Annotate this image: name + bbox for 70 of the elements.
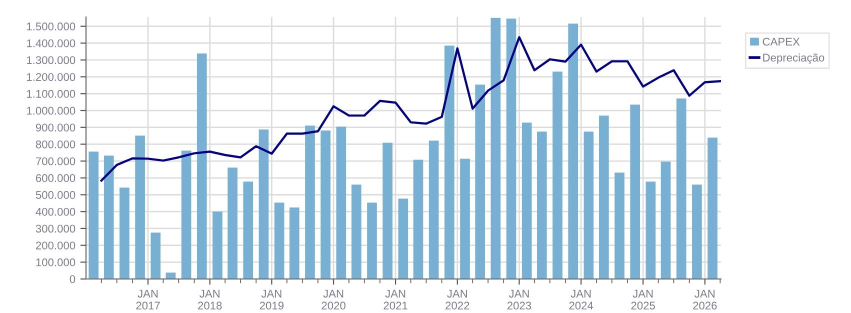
line-series — [100, 36, 721, 182]
bar — [475, 84, 485, 279]
bar — [614, 172, 624, 279]
bar — [336, 126, 346, 279]
x-tick-label: JAN 2023 — [507, 290, 532, 310]
x-tick-label: JAN 2025 — [631, 290, 655, 310]
bar — [367, 202, 377, 279]
bar — [490, 18, 501, 279]
bar — [460, 158, 470, 279]
y-tick-label: 600.000 — [36, 174, 76, 182]
x-tick-label: JAN 2024 — [569, 290, 594, 310]
y-tick-label: 700.000 — [36, 157, 76, 166]
bar — [274, 202, 284, 279]
bar — [243, 182, 254, 279]
bar — [708, 138, 718, 279]
x-tick-label: JAN 2021 — [384, 290, 408, 310]
bar — [120, 188, 130, 279]
x-tick-label: JAN 2017 — [136, 290, 160, 310]
y-tick-label: 1.400.000 — [27, 39, 76, 48]
y-tick-label: 100.000 — [36, 258, 76, 266]
bar — [150, 232, 161, 279]
bar — [676, 98, 686, 279]
bar — [166, 272, 176, 279]
x-tick-label: JAN 2020 — [322, 290, 346, 310]
bar — [305, 126, 315, 279]
bar — [135, 136, 145, 279]
y-tick-label: 500.000 — [36, 191, 76, 199]
bar — [196, 54, 207, 279]
x-tick-label: JAN 2019 — [260, 290, 284, 310]
bar — [88, 152, 99, 279]
y-tick-label: 1.200.000 — [27, 73, 76, 81]
bar — [351, 184, 362, 279]
bar — [413, 160, 424, 279]
y-tick-label: 1.300.000 — [27, 56, 76, 64]
y-tick-label: 300.000 — [36, 224, 76, 233]
bar — [584, 132, 594, 279]
legend-label: CAPEX — [762, 38, 800, 46]
bar — [552, 72, 562, 279]
bar — [660, 162, 671, 279]
bar — [646, 182, 656, 279]
bar — [506, 18, 516, 279]
y-tick-label: 0 — [70, 275, 76, 284]
bar — [289, 208, 300, 279]
y-tick-label: 1.500.000 — [27, 22, 76, 30]
x-tick-label: JAN 2022 — [446, 290, 470, 310]
bar — [398, 198, 408, 279]
bar — [428, 140, 439, 279]
bar — [320, 130, 330, 279]
bar — [228, 168, 238, 279]
y-tick-label: 200.000 — [36, 242, 76, 250]
bar — [537, 132, 547, 279]
bar — [522, 122, 532, 279]
y-tick-label: 900.000 — [36, 124, 76, 132]
bar — [568, 24, 578, 279]
bar — [258, 130, 269, 279]
x-tick-label: JAN 2018 — [198, 290, 222, 310]
x-tick-label: JAN 2026 — [693, 290, 717, 310]
bar — [630, 104, 640, 279]
y-tick-label: 800.000 — [36, 140, 76, 148]
legend-label: Depreciação — [763, 53, 824, 64]
bar — [212, 212, 222, 279]
bar — [599, 116, 609, 279]
bar — [692, 184, 702, 279]
y-tick-label: 400.000 — [36, 208, 76, 216]
bar — [444, 46, 454, 279]
bar — [382, 142, 392, 279]
y-tick-label: 1.100.000 — [27, 90, 76, 98]
bar — [104, 156, 114, 279]
y-tick-label: 1.000.000 — [27, 106, 76, 115]
bar — [181, 150, 192, 279]
